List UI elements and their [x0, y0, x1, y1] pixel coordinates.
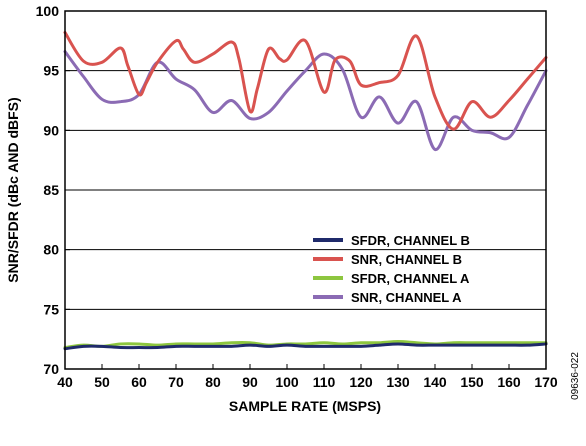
x-tick-label-140: 140 [423, 374, 447, 390]
x-tick-label-160: 160 [497, 374, 521, 390]
y-tick-label-90: 90 [43, 122, 59, 138]
x-tick-label-60: 60 [131, 374, 147, 390]
x-tick-label-80: 80 [205, 374, 221, 390]
series-line-sfdr-channel-a [63, 340, 548, 350]
grid-lines [65, 70, 546, 310]
series-line-sfdr-channel-b [63, 342, 548, 351]
figure-id: 09636-022 [570, 352, 581, 400]
x-tick-label-100: 100 [275, 374, 299, 390]
x-tick-label-50: 50 [94, 374, 110, 390]
y-tick-label-75: 75 [43, 301, 59, 317]
legend: SFDR, CHANNEL B SNR, CHANNEL B SFDR, CHA… [313, 233, 470, 305]
legend-label-sfdr-channel-a: SFDR, CHANNEL A [351, 271, 470, 286]
legend-label-snr-channel-b: SNR, CHANNEL B [351, 252, 462, 267]
y-tick-label-70: 70 [43, 361, 59, 377]
series-line-snr-channel-b [63, 30, 548, 131]
x-tick-label-130: 130 [386, 374, 410, 390]
y-tick-label-100: 100 [36, 3, 60, 19]
y-axis-ticks: 70 75 80 85 90 95 100 [36, 3, 70, 377]
legend-label-snr-channel-a: SNR, CHANNEL A [351, 290, 462, 305]
y-tick-label-95: 95 [43, 63, 59, 79]
x-tick-label-170: 170 [534, 374, 558, 390]
x-tick-label-120: 120 [349, 374, 373, 390]
x-tick-label-40: 40 [57, 374, 73, 390]
legend-label-sfdr-channel-b: SFDR, CHANNEL B [351, 233, 470, 248]
y-axis-title: SNR/SFDR (dBc AND dBFS) [5, 97, 21, 282]
x-tick-label-110: 110 [313, 374, 336, 390]
data-series [63, 30, 548, 351]
y-tick-label-85: 85 [43, 182, 59, 198]
x-tick-label-70: 70 [168, 374, 184, 390]
x-tick-label-90: 90 [242, 374, 258, 390]
y-tick-label-80: 80 [43, 242, 59, 258]
x-axis-ticks: 40 50 60 70 80 90 100 110 120 130 140 150 160 170 [57, 364, 558, 390]
x-tick-label-150: 150 [460, 374, 484, 390]
x-axis-title: SAMPLE RATE (MSPS) [229, 398, 381, 414]
